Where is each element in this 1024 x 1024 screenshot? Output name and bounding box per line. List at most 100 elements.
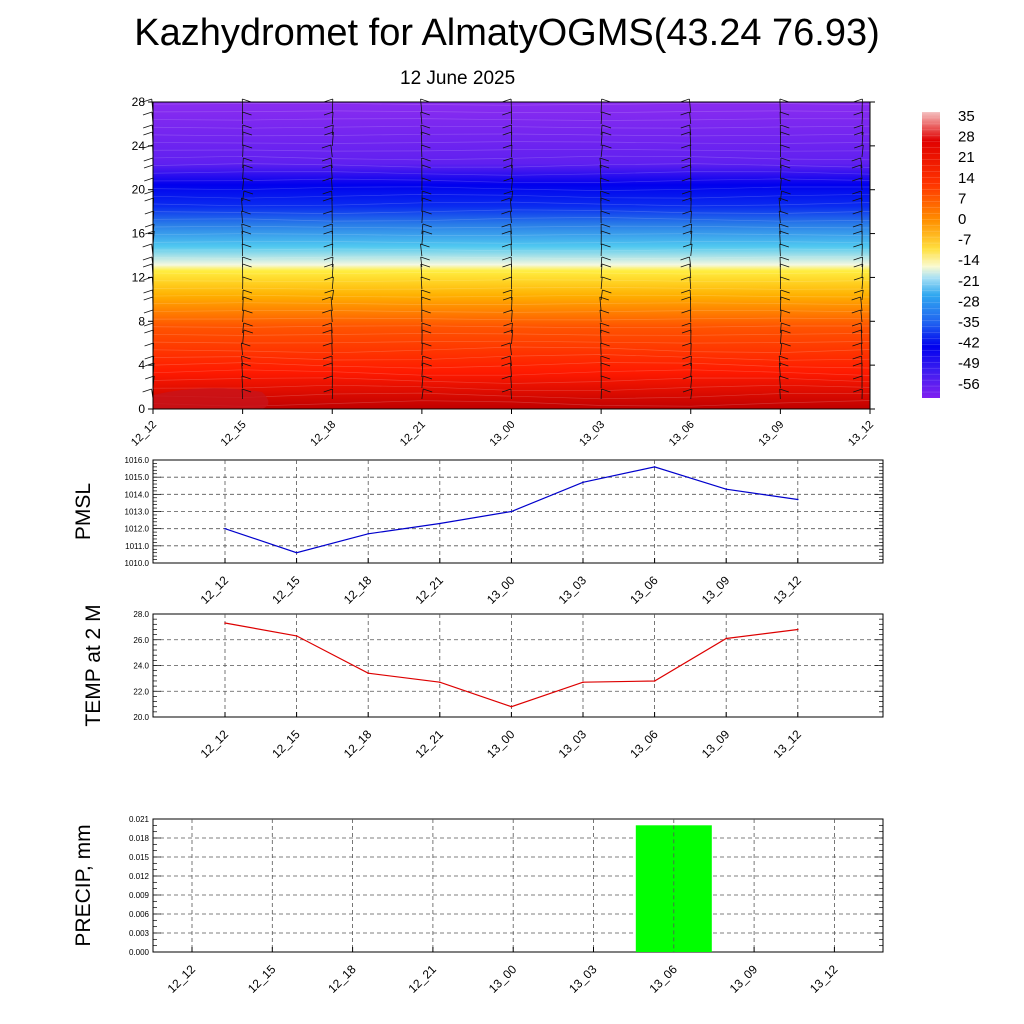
wind-barb	[779, 144, 790, 158]
y-tick-label: 0.018	[129, 834, 150, 843]
x-tick-label: 13_00	[488, 419, 518, 449]
isotherm-line	[153, 225, 870, 229]
wind-barb	[853, 124, 864, 136]
wind-barb	[851, 164, 863, 180]
wind-barb	[144, 342, 154, 356]
isotherm-line	[153, 346, 870, 354]
wind-barb	[420, 144, 431, 158]
wind-barb	[324, 289, 334, 301]
wind-barb	[680, 111, 692, 125]
y-tick-label: 26.0	[133, 636, 149, 645]
isotherm-line	[153, 333, 870, 336]
wind-barb	[323, 223, 333, 235]
y-tick-label: 0.015	[129, 853, 150, 862]
wind-barb	[241, 388, 252, 400]
wind-barb	[241, 362, 251, 378]
wind-barb	[323, 388, 334, 400]
colorbar-label: -14	[958, 252, 980, 269]
wind-barb	[322, 210, 333, 224]
wind-barb	[779, 342, 791, 356]
y-tick-label: 28.0	[133, 610, 149, 619]
wind-barb	[144, 197, 155, 213]
wind-barb	[501, 342, 512, 356]
wind-barb	[503, 329, 514, 345]
wind-barb	[241, 223, 251, 235]
wind-barb	[854, 289, 864, 301]
wind-barb	[852, 375, 863, 389]
y-axis-label: PRECIP, mm	[72, 824, 95, 946]
colorbar-label: 7	[958, 190, 966, 207]
x-tick-label: 12_12	[165, 962, 199, 996]
y-tick-label: 0.012	[129, 872, 150, 881]
y-tick-label: 1013.0	[125, 508, 150, 517]
y-tick-label: 1016.0	[125, 456, 150, 465]
wind-barb	[851, 157, 863, 169]
wind-barb	[779, 223, 789, 235]
colorbar-label: -42	[958, 335, 980, 352]
isotherm-line	[153, 201, 870, 207]
wind-barb	[779, 309, 791, 323]
wind-barb	[501, 355, 512, 367]
wind-barb	[322, 355, 333, 367]
wind-barb	[680, 276, 692, 290]
wind-barb	[600, 144, 612, 158]
wind-barb	[321, 144, 333, 158]
wind-barb	[322, 342, 333, 356]
wind-barb	[420, 263, 431, 279]
wind-barb	[421, 309, 431, 323]
wind-barb	[853, 111, 864, 125]
colorbar	[922, 112, 940, 398]
pmsl-point	[797, 498, 799, 501]
wind-barb	[142, 111, 154, 125]
colorbar-label: 35	[958, 108, 975, 125]
y-tick-label: 0.003	[129, 929, 150, 938]
wind-barb	[600, 210, 611, 224]
wind-barb	[779, 230, 789, 246]
isotherm-line	[153, 178, 870, 183]
wind-barb	[680, 256, 692, 268]
wind-barb	[600, 256, 611, 268]
wind-barb	[681, 322, 692, 333]
wind-barb	[600, 190, 610, 202]
isotherm-line	[153, 193, 870, 199]
x-tick-label: 12_18	[341, 573, 375, 607]
y-tick-label: 20.0	[133, 713, 149, 722]
wind-barb	[681, 190, 692, 202]
wind-barb	[852, 342, 863, 356]
temp-point	[725, 637, 727, 640]
x-tick-label: 12_15	[245, 962, 279, 996]
wind-barb	[600, 355, 610, 367]
wind-barb	[421, 388, 433, 400]
wind-barb	[779, 375, 789, 389]
wind-barb	[503, 322, 513, 334]
wind-barb	[779, 322, 791, 334]
isotherm-line	[153, 217, 870, 222]
wind-barb	[600, 329, 610, 345]
wind-barb	[682, 230, 693, 246]
wind-barb	[779, 177, 791, 191]
isotherm-line	[153, 310, 870, 313]
x-tick-label: 12_12	[129, 419, 159, 449]
wind-barb	[779, 111, 790, 125]
wind-barb	[241, 375, 252, 389]
chart-subtitle: 12 June 2025	[400, 68, 516, 89]
wind-barb	[600, 276, 612, 290]
wind-barb	[421, 230, 433, 246]
x-tick-label: 12_18	[308, 419, 338, 449]
wind-barb	[420, 111, 430, 125]
temp-point	[224, 622, 226, 624]
wind-barb	[502, 296, 513, 312]
y-tick-label: 16	[132, 227, 146, 241]
colorbar-label: -7	[958, 232, 971, 249]
wind-barb	[853, 263, 864, 279]
wind-barb	[852, 190, 863, 202]
wind-barb	[143, 309, 154, 323]
wind-barb	[242, 329, 253, 345]
wind-barb	[681, 144, 692, 158]
wind-barb	[600, 124, 612, 136]
wind-barb	[420, 289, 431, 301]
wind-barb	[323, 111, 334, 125]
colorbar-label: -49	[958, 355, 980, 372]
wind-barb	[143, 164, 154, 179]
gridlines	[153, 819, 883, 952]
